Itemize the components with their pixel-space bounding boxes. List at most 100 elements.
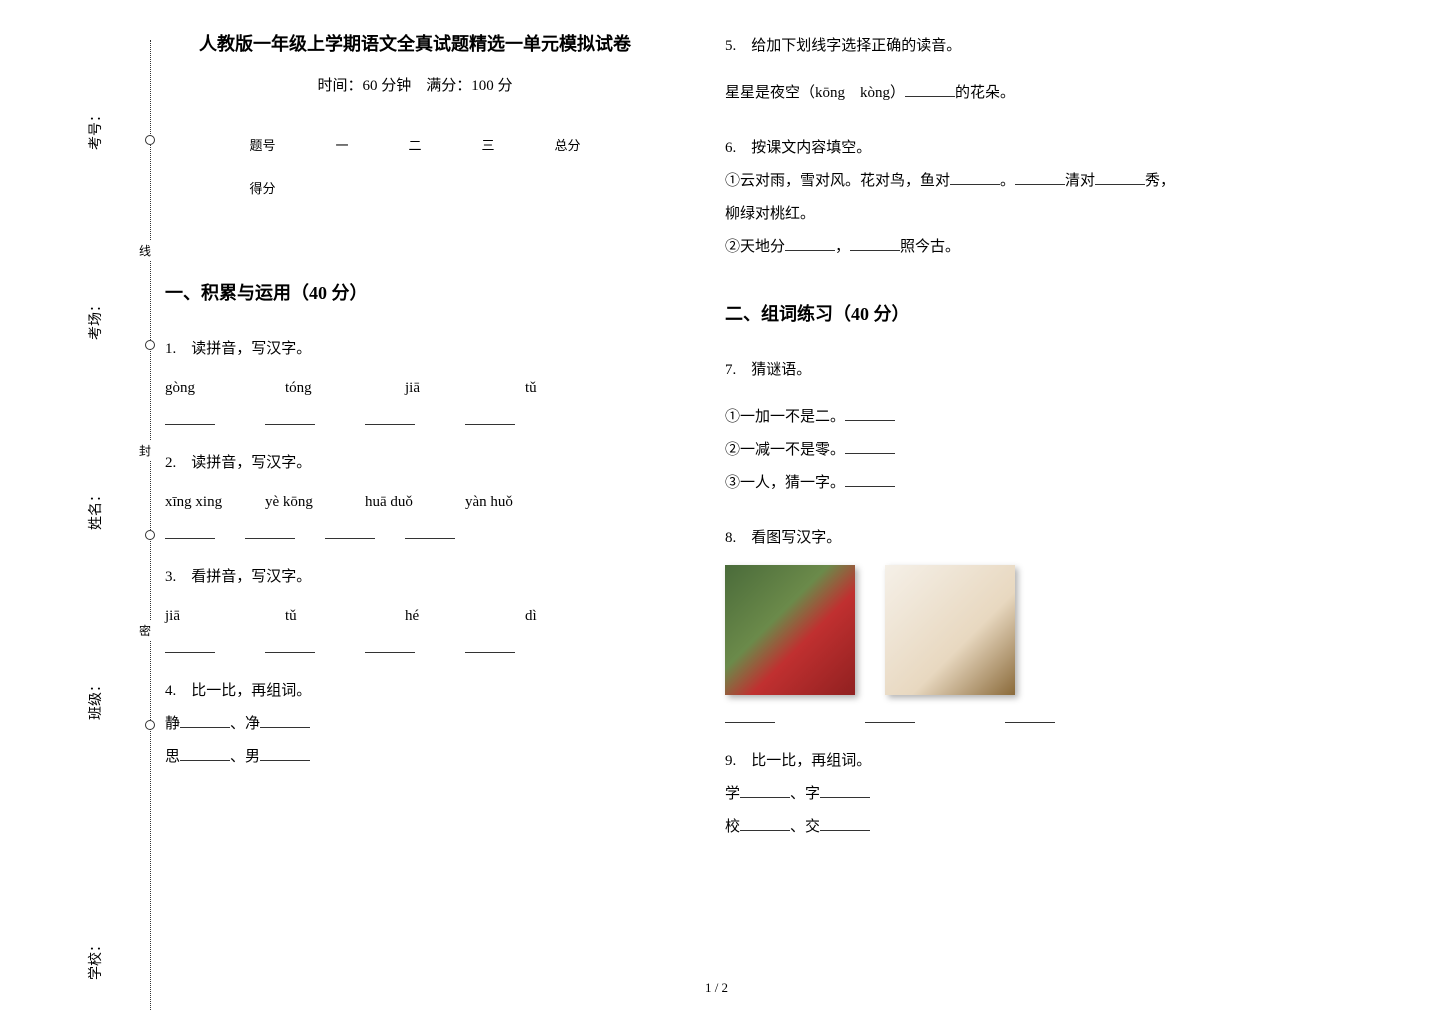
q4-l1a: 静 xyxy=(165,716,180,732)
th-number: 题号 xyxy=(219,123,305,166)
q6-l1a: ①云对雨，雪对风。花对鸟，鱼对 xyxy=(725,173,950,189)
answer-blank[interactable] xyxy=(740,784,790,798)
answer-blank[interactable] xyxy=(740,817,790,831)
answer-blank[interactable] xyxy=(845,473,895,487)
answer-blank[interactable] xyxy=(725,705,775,723)
seal-char-feng: 封 xyxy=(139,440,151,461)
exam-subtitle: 时间：60 分钟 满分：100 分 xyxy=(165,74,665,95)
answer-blank[interactable] xyxy=(1095,171,1145,185)
q1-pinyin-c: jiā xyxy=(405,372,475,405)
answer-blank[interactable] xyxy=(365,407,415,425)
question-5: 5. 给加下划线字选择正确的读音。 星星是夜空（kōng kòng）的花朵。 xyxy=(725,30,1305,110)
score-table: 题号 一 二 三 总分 得分 xyxy=(219,123,610,209)
q4-stem: 4. 比一比，再组词。 xyxy=(165,675,665,708)
q3-pinyin-c: hé xyxy=(405,600,475,633)
section-two-header: 二、组词练习（40 分） xyxy=(725,300,1305,326)
answer-blank[interactable] xyxy=(260,714,310,728)
question-4: 4. 比一比，再组词。 静、净 思、男 xyxy=(165,675,665,774)
q1-pinyin-d: tǔ xyxy=(525,372,595,405)
q7-l1: ①一加一不是二。 xyxy=(725,409,845,425)
answer-blank[interactable] xyxy=(850,237,900,251)
answer-blank[interactable] xyxy=(1005,705,1055,723)
answer-blank[interactable] xyxy=(950,171,1000,185)
binding-circle xyxy=(145,135,155,145)
answer-blank[interactable] xyxy=(785,237,835,251)
dotted-cut-line xyxy=(150,40,151,1010)
seal-char-xian: 线 xyxy=(139,240,151,261)
answer-blank[interactable] xyxy=(845,440,895,454)
answer-blank[interactable] xyxy=(865,705,915,723)
answer-blank[interactable] xyxy=(260,747,310,761)
answer-blank[interactable] xyxy=(265,635,315,653)
question-6: 6. 按课文内容填空。 ①云对雨，雪对风。花对鸟，鱼对。清对秀， 柳绿对桃红。 … xyxy=(725,132,1305,264)
answer-blank[interactable] xyxy=(820,817,870,831)
q5-text-b: 的花朵。 xyxy=(955,85,1015,101)
label-class: 班级： xyxy=(85,678,105,720)
answer-blank[interactable] xyxy=(265,407,315,425)
answer-blank[interactable] xyxy=(325,521,375,539)
q5-text-a: 星星是夜空（kōng kòng） xyxy=(725,85,905,101)
answer-blank[interactable] xyxy=(820,784,870,798)
answer-blank[interactable] xyxy=(405,521,455,539)
label-name: 姓名： xyxy=(85,488,105,530)
section-one-header: 一、积累与运用（40 分） xyxy=(165,279,665,305)
th-total: 总分 xyxy=(525,123,611,166)
td-blank xyxy=(305,166,378,209)
question-9: 9. 比一比，再组词。 学、字 校、交 xyxy=(725,745,1305,844)
answer-blank[interactable] xyxy=(845,407,895,421)
left-column: 人教版一年级上学期语文全真试题精选一单元模拟试卷 时间：60 分钟 满分：100… xyxy=(165,30,725,866)
answer-blank[interactable] xyxy=(165,521,215,539)
q6-l1d: 秀， xyxy=(1145,173,1175,189)
q3-pinyin-b: tǔ xyxy=(285,600,355,633)
th-one: 一 xyxy=(305,123,378,166)
answer-blank[interactable] xyxy=(465,635,515,653)
binding-strip: 密 封 线 学校： 班级： 姓名： 考场： 考号： xyxy=(45,20,125,990)
binding-circle xyxy=(145,340,155,350)
th-three: 三 xyxy=(452,123,525,166)
answer-blank[interactable] xyxy=(905,83,955,97)
q7-l3: ③一人，猜一字。 xyxy=(725,475,845,491)
q6-l3b: ， xyxy=(835,239,850,255)
q9-l1a: 学 xyxy=(725,786,740,802)
answer-blank[interactable] xyxy=(365,635,415,653)
q1-pinyin-b: tóng xyxy=(285,372,355,405)
answer-blank[interactable] xyxy=(465,407,515,425)
right-column: 5. 给加下划线字选择正确的读音。 星星是夜空（kōng kòng）的花朵。 6… xyxy=(725,30,1365,866)
q6-l3c: 照今古。 xyxy=(900,239,960,255)
th-two: 二 xyxy=(378,123,451,166)
answer-blank[interactable] xyxy=(180,714,230,728)
q8-image-1 xyxy=(725,565,855,695)
q9-l2a: 校 xyxy=(725,819,740,835)
q9-l1b: 、字 xyxy=(790,786,820,802)
q1-pinyin-a: gòng xyxy=(165,372,235,405)
label-room: 考场： xyxy=(85,298,105,340)
question-3: 3. 看拼音，写汉字。 jiā tǔ hé dì xyxy=(165,561,665,653)
binding-circle xyxy=(145,720,155,730)
question-7: 7. 猜谜语。 ①一加一不是二。 ②一减一不是零。 ③一人，猜一字。 xyxy=(725,354,1305,500)
page-content: 人教版一年级上学期语文全真试题精选一单元模拟试卷 时间：60 分钟 满分：100… xyxy=(165,30,1405,866)
q8-stem: 8. 看图写汉字。 xyxy=(725,522,1305,555)
answer-blank[interactable] xyxy=(165,407,215,425)
q6-l3a: ②天地分 xyxy=(725,239,785,255)
q4-l1b: 、净 xyxy=(230,716,260,732)
q2-pinyin-d: yàn huǒ xyxy=(465,486,535,519)
question-1: 1. 读拼音，写汉字。 gòng tóng jiā tǔ xyxy=(165,333,665,425)
q9-l2b: 、交 xyxy=(790,819,820,835)
q6-l1b: 。 xyxy=(1000,173,1015,189)
q3-stem: 3. 看拼音，写汉字。 xyxy=(165,561,665,594)
answer-blank[interactable] xyxy=(165,635,215,653)
page-number: 1 / 2 xyxy=(705,980,728,996)
q8-image-2 xyxy=(885,565,1015,695)
label-seat: 考号： xyxy=(85,108,105,150)
td-blank xyxy=(525,166,611,209)
answer-blank[interactable] xyxy=(180,747,230,761)
answer-blank[interactable] xyxy=(1015,171,1065,185)
q7-stem: 7. 猜谜语。 xyxy=(725,354,1305,387)
q2-stem: 2. 读拼音，写汉字。 xyxy=(165,447,665,480)
td-score-label: 得分 xyxy=(219,166,305,209)
exam-title: 人教版一年级上学期语文全真试题精选一单元模拟试卷 xyxy=(165,30,665,56)
q2-pinyin-c: huā duǒ xyxy=(365,486,435,519)
answer-blank[interactable] xyxy=(245,521,295,539)
q7-l2: ②一减一不是零。 xyxy=(725,442,845,458)
label-school: 学校： xyxy=(85,938,105,980)
